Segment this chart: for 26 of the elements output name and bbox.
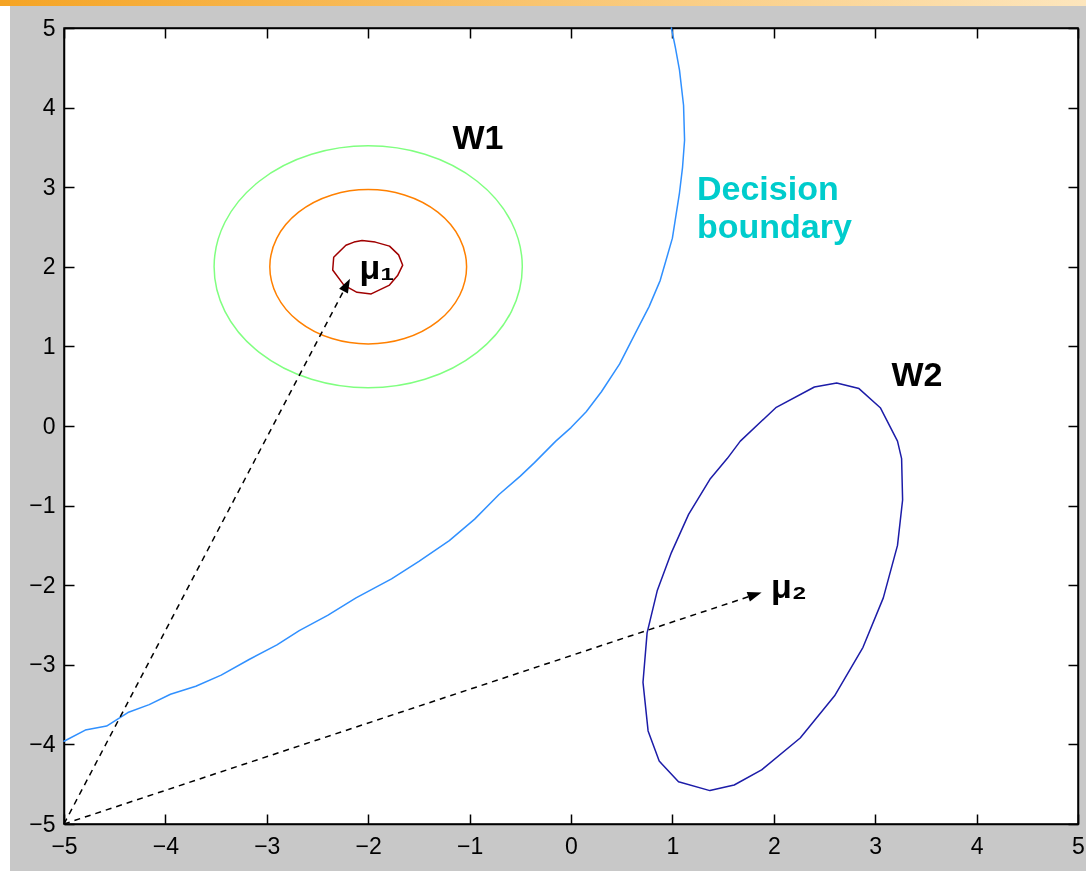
x-tick-label: −3 <box>254 832 281 859</box>
annotation: μ₂ <box>771 567 807 605</box>
annotation: μ₁ <box>359 248 395 286</box>
y-tick-label: −2 <box>29 571 56 598</box>
y-tick-label: 3 <box>42 173 56 200</box>
x-tick-label: 4 <box>970 832 984 859</box>
x-tick-label: −1 <box>456 832 484 859</box>
y-tick-label: −4 <box>29 730 56 757</box>
series-label: Decision boundary <box>697 169 852 245</box>
x-tick-label: 0 <box>565 832 578 859</box>
annotation: W1 <box>452 118 504 156</box>
x-tick-label: −4 <box>152 832 180 859</box>
y-tick-label: 0 <box>42 412 56 439</box>
x-tick-label: −2 <box>355 832 382 859</box>
y-tick-label: −3 <box>29 651 56 678</box>
x-tick-label: 3 <box>869 832 883 859</box>
y-tick-label: 1 <box>42 332 56 359</box>
y-tick-label: 2 <box>42 253 56 280</box>
annotation: W2 <box>891 355 943 393</box>
y-tick-label: 4 <box>42 94 56 121</box>
x-tick-label: 2 <box>767 832 781 859</box>
y-tick-label: 5 <box>42 14 56 41</box>
y-tick-label: −5 <box>29 810 56 837</box>
y-tick-label: −1 <box>29 492 56 519</box>
x-tick-label: 5 <box>1072 832 1085 859</box>
x-tick-label: 1 <box>666 832 680 859</box>
